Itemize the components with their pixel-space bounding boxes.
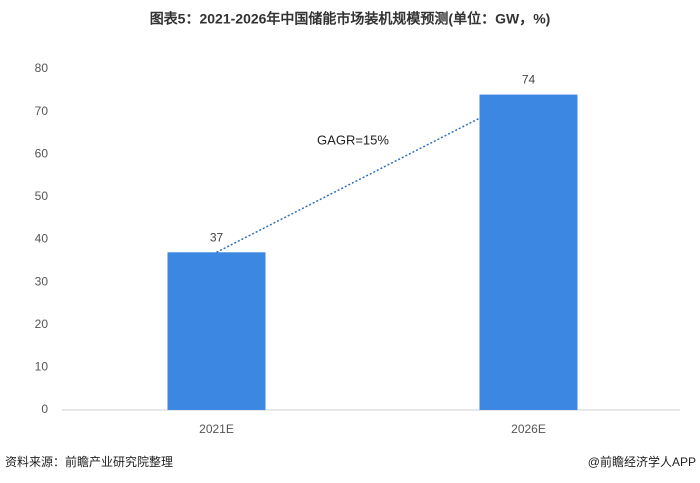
y-tick-label: 60 [35,146,49,160]
y-tick-label: 80 [35,61,49,75]
source-note: 资料来源：前瞻产业研究院整理 [5,454,173,469]
footer-credit: @前瞻经济学人APP [588,454,696,469]
y-tick-label: 50 [35,189,49,203]
data-label: 74 [522,73,536,87]
trend-line [216,117,480,253]
x-tick-label: 2021E [199,422,234,436]
annotation: GAGR=15% [317,133,389,148]
y-tick-label: 70 [35,104,49,118]
chart-title: 图表5：2021-2026年中国储能市场装机规模预测(单位：GW，%) [150,11,551,27]
y-tick-label: 0 [41,402,48,416]
bar [167,252,266,410]
bar [479,94,578,410]
data-label: 37 [210,230,224,244]
y-tick-label: 40 [35,232,49,246]
y-tick-label: 20 [35,317,49,331]
y-tick-label: 10 [35,360,49,374]
x-tick-label: 2026E [511,422,546,436]
y-tick-label: 30 [35,274,49,288]
